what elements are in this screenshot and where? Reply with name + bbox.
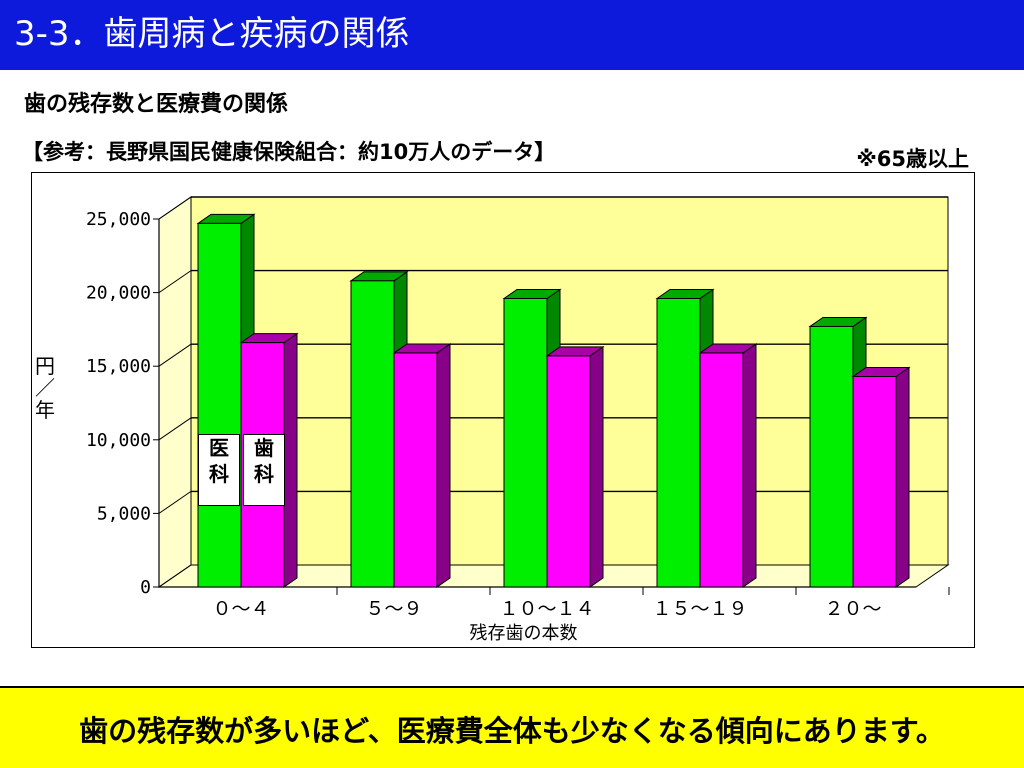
- data-source: 【参考：長野県国民健康保険組合：約10万人のデータ】: [22, 140, 556, 164]
- y-axis-title-char: 円: [35, 354, 55, 378]
- chart-subtitle: 歯の残存数と医療費の関係: [24, 92, 289, 117]
- legend-dental: 歯 科: [243, 434, 285, 506]
- bar-dental: [546, 355, 591, 588]
- gridline-side: [158, 196, 192, 220]
- age-note: ※65歳以上: [856, 147, 969, 171]
- gridline-side: [158, 490, 192, 514]
- legend-dental-char-1: 歯: [254, 436, 274, 460]
- legend-dental-char-2: 科: [254, 462, 274, 486]
- bar-dental: [699, 352, 744, 588]
- slide-title: 3-3．歯周病と疾病の関係: [14, 14, 410, 54]
- gridline-side: [158, 343, 192, 367]
- bar-dental: [852, 376, 897, 588]
- conclusion-banner: 歯の残存数が多いほど、医療費全体も少なくなる傾向にあります。: [0, 686, 1024, 768]
- bar-medical: [656, 297, 701, 588]
- y-tick-label: 10,000: [86, 430, 151, 451]
- x-tick-label: ５～９: [365, 598, 422, 620]
- bar-medical: [197, 222, 242, 588]
- bar-side: [436, 342, 451, 588]
- y-axis-title-char: 年: [35, 398, 55, 422]
- y-tick-label: 0: [140, 577, 151, 598]
- bar-side: [895, 366, 910, 588]
- bar-chart: 0 5,000 10,000 15,000 20,000 25,000 ０～４ ５～９ １０～１…: [35, 196, 950, 644]
- chart-frame: 0 5,000 10,000 15,000 20,000 25,000 ０～４ ５～９ １０～１…: [31, 172, 975, 648]
- bar-medical: [503, 297, 548, 588]
- y-tick-label: 20,000: [86, 283, 151, 304]
- x-axis-title: 残存歯の本数: [470, 623, 578, 644]
- conclusion-text: 歯の残存数が多いほど、医療費全体も少なくなる傾向にあります。: [79, 714, 945, 748]
- bar-medical: [350, 280, 395, 588]
- legend-medical: 医 科: [198, 434, 240, 506]
- y-tick-label: 15,000: [86, 356, 151, 377]
- x-tick-label: ０～４: [212, 598, 269, 620]
- gridline-side: [158, 417, 192, 441]
- title-bar: 3-3．歯周病と疾病の関係: [0, 0, 1024, 70]
- bar-dental: [393, 352, 438, 588]
- bar-side: [283, 332, 298, 588]
- gridline-side: [158, 270, 192, 294]
- bar-side: [589, 345, 604, 588]
- bar-side: [742, 342, 757, 588]
- x-tick-label: ２０～: [824, 598, 881, 620]
- x-tick-label: １０～１４: [499, 598, 594, 620]
- y-tick-label: 25,000: [86, 209, 151, 230]
- legend-medical-char-1: 医: [209, 436, 229, 460]
- y-axis-title-char: ／: [35, 376, 55, 400]
- plot-side-wall: [158, 196, 192, 588]
- bar-medical: [809, 325, 854, 588]
- x-tick-label: １５～１９: [652, 598, 747, 620]
- gridline-side: [158, 564, 192, 588]
- legend-medical-char-2: 科: [209, 462, 229, 486]
- y-tick-label: 5,000: [97, 503, 151, 524]
